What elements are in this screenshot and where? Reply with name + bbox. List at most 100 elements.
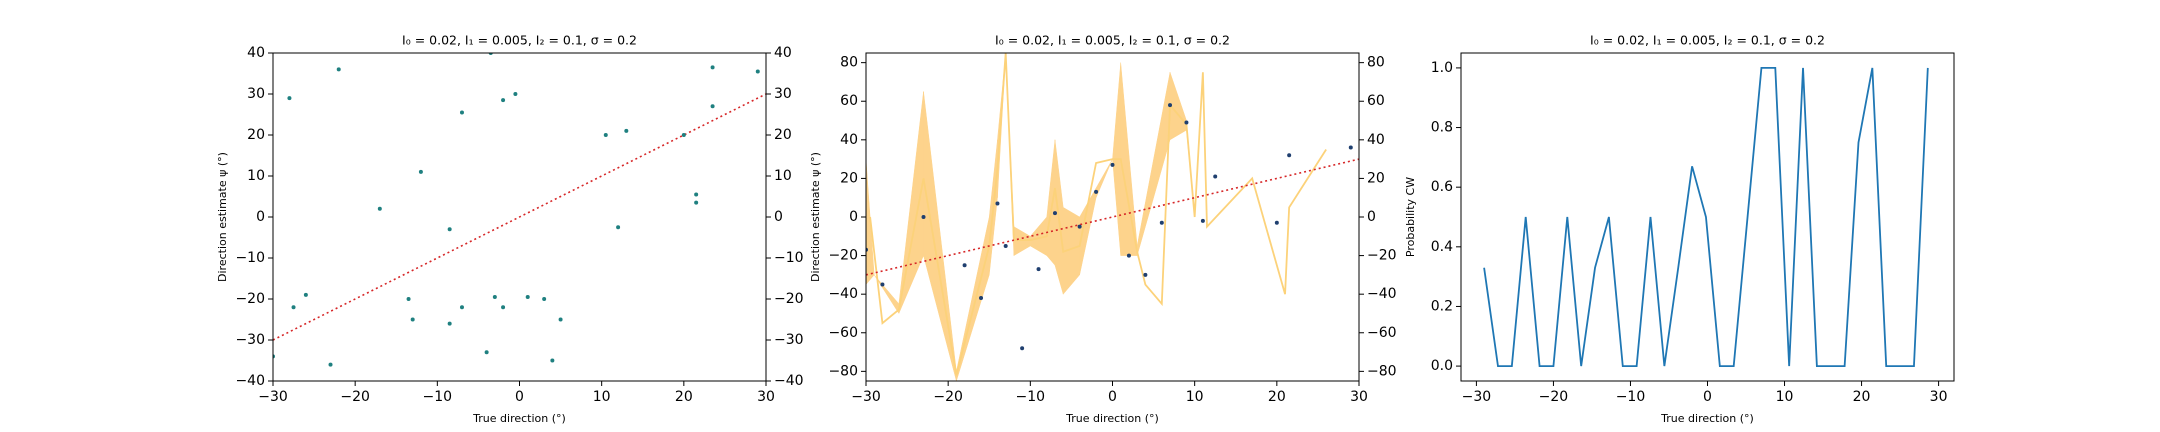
axes-frame — [865, 52, 1360, 382]
y2-tick-label: 20 — [774, 127, 792, 143]
point — [1348, 145, 1353, 150]
y-tick-label: 0.8 — [1431, 120, 1453, 136]
y-tick-label: 60 — [840, 93, 858, 109]
x-axis-label: True direction (°) — [1065, 412, 1159, 425]
point — [1110, 162, 1115, 167]
y2-tick-label: −10 — [774, 250, 804, 266]
y-tick-label: −40 — [828, 286, 858, 302]
line — [1483, 67, 1929, 367]
y-axis-label: Probability CW — [1404, 177, 1417, 257]
y-tick-label: 0.0 — [1431, 358, 1453, 374]
point — [1003, 243, 1008, 248]
x-tick-label: −30 — [1462, 389, 1492, 405]
point — [962, 263, 967, 268]
y-tick-label: 10 — [247, 168, 265, 184]
x-tick-label: 30 — [757, 389, 775, 405]
point — [1274, 220, 1279, 225]
plot-area — [866, 53, 1359, 381]
point — [995, 201, 1000, 206]
y-tick-label: 80 — [840, 55, 858, 71]
point — [921, 215, 926, 219]
y2-tick-label: 40 — [1367, 132, 1385, 148]
y-tick-label: −30 — [235, 332, 265, 348]
band — [923, 91, 957, 381]
point — [558, 317, 563, 322]
reference-line — [866, 158, 1359, 276]
plot-area — [273, 53, 766, 367]
point — [328, 362, 333, 367]
x-tick-label: 10 — [1776, 389, 1794, 405]
x-tick-label: 30 — [1930, 389, 1948, 405]
point — [1287, 153, 1292, 158]
point — [303, 292, 308, 297]
x-tick-label: −10 — [1016, 389, 1046, 405]
point — [1184, 120, 1189, 125]
point — [1020, 346, 1025, 351]
x-tick-label: 20 — [1268, 389, 1286, 405]
x-tick-label: 10 — [593, 389, 611, 405]
y2-tick-label: −20 — [774, 291, 804, 307]
y2-tick-label: −60 — [1367, 325, 1397, 341]
plot-area — [1483, 67, 1929, 367]
point — [459, 110, 464, 115]
point — [336, 67, 341, 72]
band — [1095, 158, 1113, 198]
point — [1168, 103, 1173, 108]
point — [447, 321, 452, 326]
y2-tick-label: 60 — [1367, 93, 1385, 109]
point — [406, 297, 411, 301]
y-tick-label: −60 — [828, 325, 858, 341]
y2-tick-label: −40 — [774, 373, 804, 389]
y2-tick-label: 0 — [1367, 209, 1376, 225]
point — [501, 98, 506, 103]
y-tick-label: 20 — [840, 170, 858, 186]
point — [1159, 220, 1164, 225]
y2-tick-label: −30 — [774, 332, 804, 348]
point — [1094, 189, 1099, 194]
x-tick-label: 0 — [1108, 389, 1117, 405]
y-tick-label: −10 — [235, 250, 265, 266]
y-tick-label: 1.0 — [1431, 60, 1453, 76]
point — [1213, 174, 1218, 179]
subplot: I₀ = 0.02, I₁ = 0.005, I₂ = 0.1, σ = 0.2… — [1404, 33, 1955, 425]
point — [1126, 253, 1131, 258]
point — [459, 305, 464, 310]
point — [447, 227, 452, 232]
point — [1077, 224, 1082, 229]
y-axis-label: Direction estimate ψ (°) — [809, 152, 822, 282]
x-tick-label: −20 — [933, 389, 963, 405]
y-tick-label: −20 — [235, 291, 265, 307]
x-tick-label: −10 — [1616, 389, 1646, 405]
point — [624, 128, 629, 133]
y2-tick-label: 0 — [774, 209, 783, 225]
y-tick-label: 0 — [256, 209, 265, 225]
y2-tick-label: 80 — [1367, 55, 1385, 71]
point — [484, 350, 489, 355]
point — [377, 206, 382, 211]
x-tick-label: 30 — [1350, 389, 1368, 405]
band — [1169, 72, 1187, 141]
point — [710, 65, 715, 70]
point — [525, 294, 530, 299]
point — [291, 305, 296, 310]
subplot: I₀ = 0.02, I₁ = 0.005, I₂ = 0.1, σ = 0.2… — [809, 33, 1397, 426]
point — [287, 96, 292, 101]
x-tick-label: 20 — [1853, 389, 1871, 405]
point — [1200, 218, 1205, 223]
title: I₀ = 0.02, I₁ = 0.005, I₂ = 0.1, σ = 0.2 — [995, 33, 1230, 48]
x-tick-label: −20 — [1539, 389, 1569, 405]
y-tick-label: 0.2 — [1431, 298, 1453, 314]
y2-tick-label: 20 — [1367, 170, 1385, 186]
x-tick-label: 0 — [515, 389, 524, 405]
x-tick-label: 20 — [675, 389, 693, 405]
y-axis-label: Direction estimate ψ (°) — [216, 152, 229, 282]
point — [979, 296, 984, 301]
y-tick-label: 40 — [840, 132, 858, 148]
y2-tick-label: −20 — [1367, 248, 1397, 264]
x-tick-label: −20 — [340, 389, 370, 405]
y-tick-label: 40 — [247, 45, 265, 61]
band — [1046, 139, 1056, 266]
point — [550, 358, 555, 363]
y2-tick-label: 30 — [774, 86, 792, 102]
point — [755, 69, 760, 74]
